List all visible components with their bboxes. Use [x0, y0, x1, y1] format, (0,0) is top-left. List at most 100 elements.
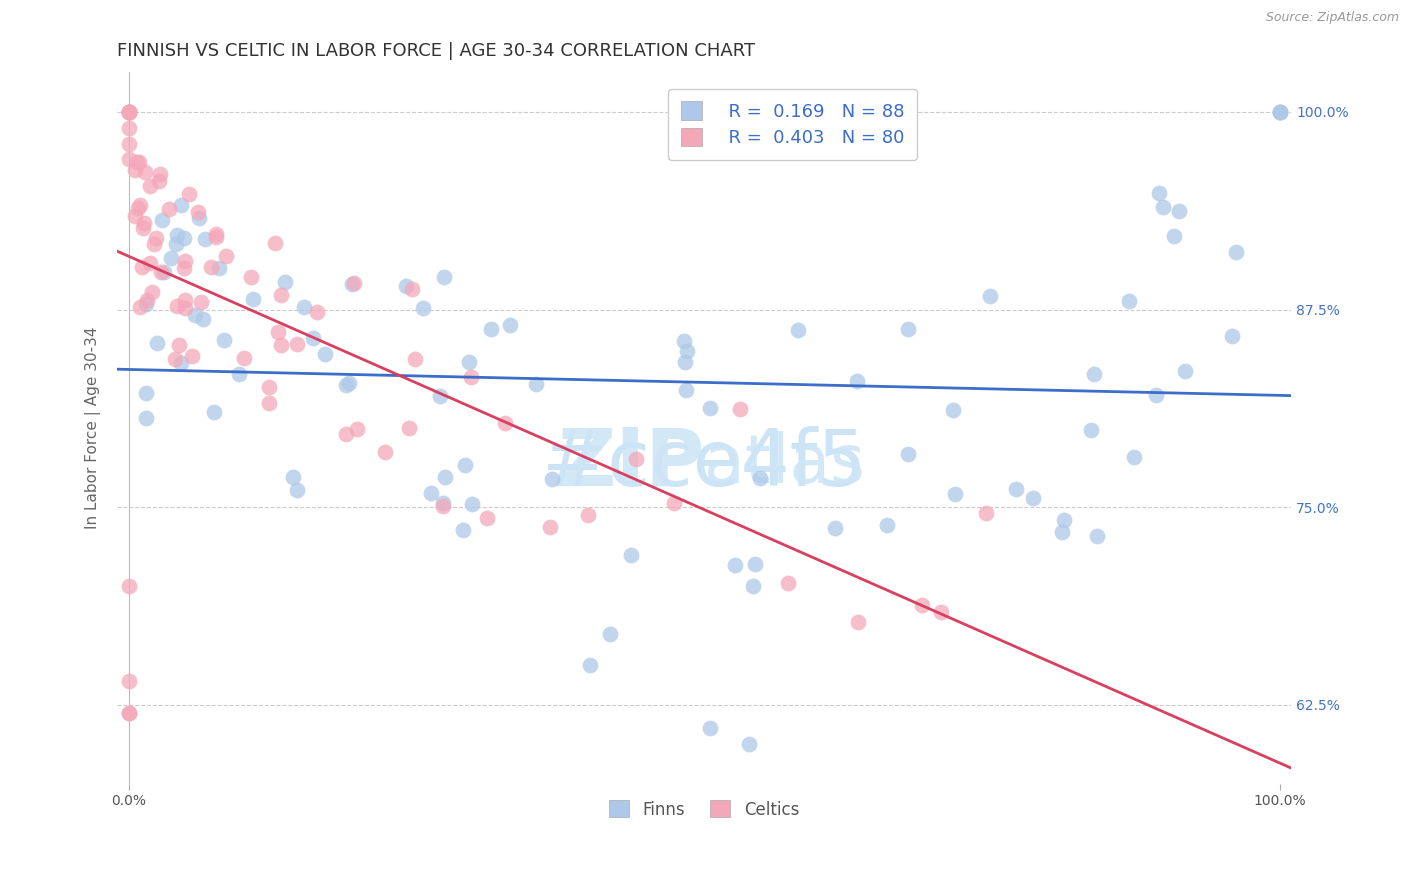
Point	[152, 265, 174, 279]
Point	[270, 337, 292, 351]
Point	[1149, 186, 1171, 200]
Text: ZIP: ZIP	[557, 425, 704, 503]
Point	[274, 275, 297, 289]
Point	[314, 347, 336, 361]
Point	[179, 186, 201, 201]
Point	[335, 378, 357, 392]
Point	[876, 518, 898, 533]
Point	[138, 256, 160, 270]
Point	[145, 231, 167, 245]
Point	[259, 380, 281, 394]
Point	[479, 321, 502, 335]
Point	[205, 227, 228, 241]
Point	[127, 201, 149, 215]
Point	[264, 236, 287, 251]
Point	[460, 369, 482, 384]
Point	[159, 202, 181, 217]
Point	[283, 470, 305, 484]
Point	[1083, 367, 1105, 381]
Text: FINNISH VS CELTIC IN LABOR FORCE | AGE 30-34 CORRELATION CHART: FINNISH VS CELTIC IN LABOR FORCE | AGE 3…	[117, 42, 755, 60]
Point	[744, 558, 766, 572]
Text: atlas: atlas	[704, 431, 865, 497]
Point	[433, 269, 456, 284]
Point	[897, 447, 920, 461]
Point	[1268, 104, 1291, 119]
Point	[576, 508, 599, 523]
Point	[270, 287, 292, 301]
Point	[404, 352, 426, 367]
Point	[976, 506, 998, 520]
Point	[412, 301, 434, 316]
Point	[302, 330, 325, 344]
Point	[1080, 423, 1102, 437]
Point	[846, 374, 869, 388]
Point	[432, 496, 454, 510]
Point	[125, 155, 148, 169]
Point	[184, 308, 207, 322]
Point	[285, 337, 308, 351]
Point	[215, 249, 238, 263]
Point	[1268, 104, 1291, 119]
Point	[433, 470, 456, 484]
Point	[118, 673, 141, 688]
Point	[150, 213, 173, 227]
Point	[187, 205, 209, 219]
Point	[1085, 529, 1108, 543]
Point	[169, 198, 191, 212]
Point	[142, 237, 165, 252]
Point	[1268, 104, 1291, 119]
Point	[748, 471, 770, 485]
Point	[200, 260, 222, 275]
Point	[339, 376, 361, 391]
Point	[124, 163, 146, 178]
Point	[730, 401, 752, 416]
Point	[173, 260, 195, 275]
Point	[214, 333, 236, 347]
Point	[1022, 491, 1045, 506]
Point	[343, 276, 366, 290]
Point	[187, 211, 209, 225]
Point	[135, 386, 157, 401]
Point	[1118, 294, 1140, 309]
Point	[624, 452, 647, 467]
Point	[897, 322, 920, 336]
Point	[943, 487, 966, 501]
Point	[673, 355, 696, 369]
Point	[477, 511, 499, 525]
Point	[118, 104, 141, 119]
Point	[167, 337, 190, 351]
Point	[194, 232, 217, 246]
Point	[173, 231, 195, 245]
Point	[346, 422, 368, 436]
Point	[738, 737, 761, 751]
Point	[242, 292, 264, 306]
Point	[911, 599, 934, 613]
Point	[160, 251, 183, 265]
Point	[166, 228, 188, 243]
Point	[1220, 329, 1243, 343]
Point	[1144, 388, 1167, 402]
Y-axis label: In Labor Force | Age 30-34: In Labor Force | Age 30-34	[86, 326, 101, 529]
Point	[141, 285, 163, 299]
Point	[285, 483, 308, 497]
Point	[135, 297, 157, 311]
Legend: Finns, Celtics: Finns, Celtics	[603, 794, 806, 825]
Point	[139, 179, 162, 194]
Point	[135, 293, 157, 308]
Point	[1168, 203, 1191, 218]
Point	[673, 334, 696, 348]
Point	[1050, 524, 1073, 539]
Point	[724, 558, 747, 572]
Point	[292, 300, 315, 314]
Point	[205, 230, 228, 244]
Point	[191, 311, 214, 326]
Point	[146, 336, 169, 351]
Point	[149, 265, 172, 279]
Point	[132, 216, 155, 230]
Point	[395, 278, 418, 293]
Point	[307, 305, 329, 319]
Point	[699, 401, 721, 415]
Point	[174, 293, 197, 308]
Point	[1052, 513, 1074, 527]
Point	[824, 521, 846, 535]
